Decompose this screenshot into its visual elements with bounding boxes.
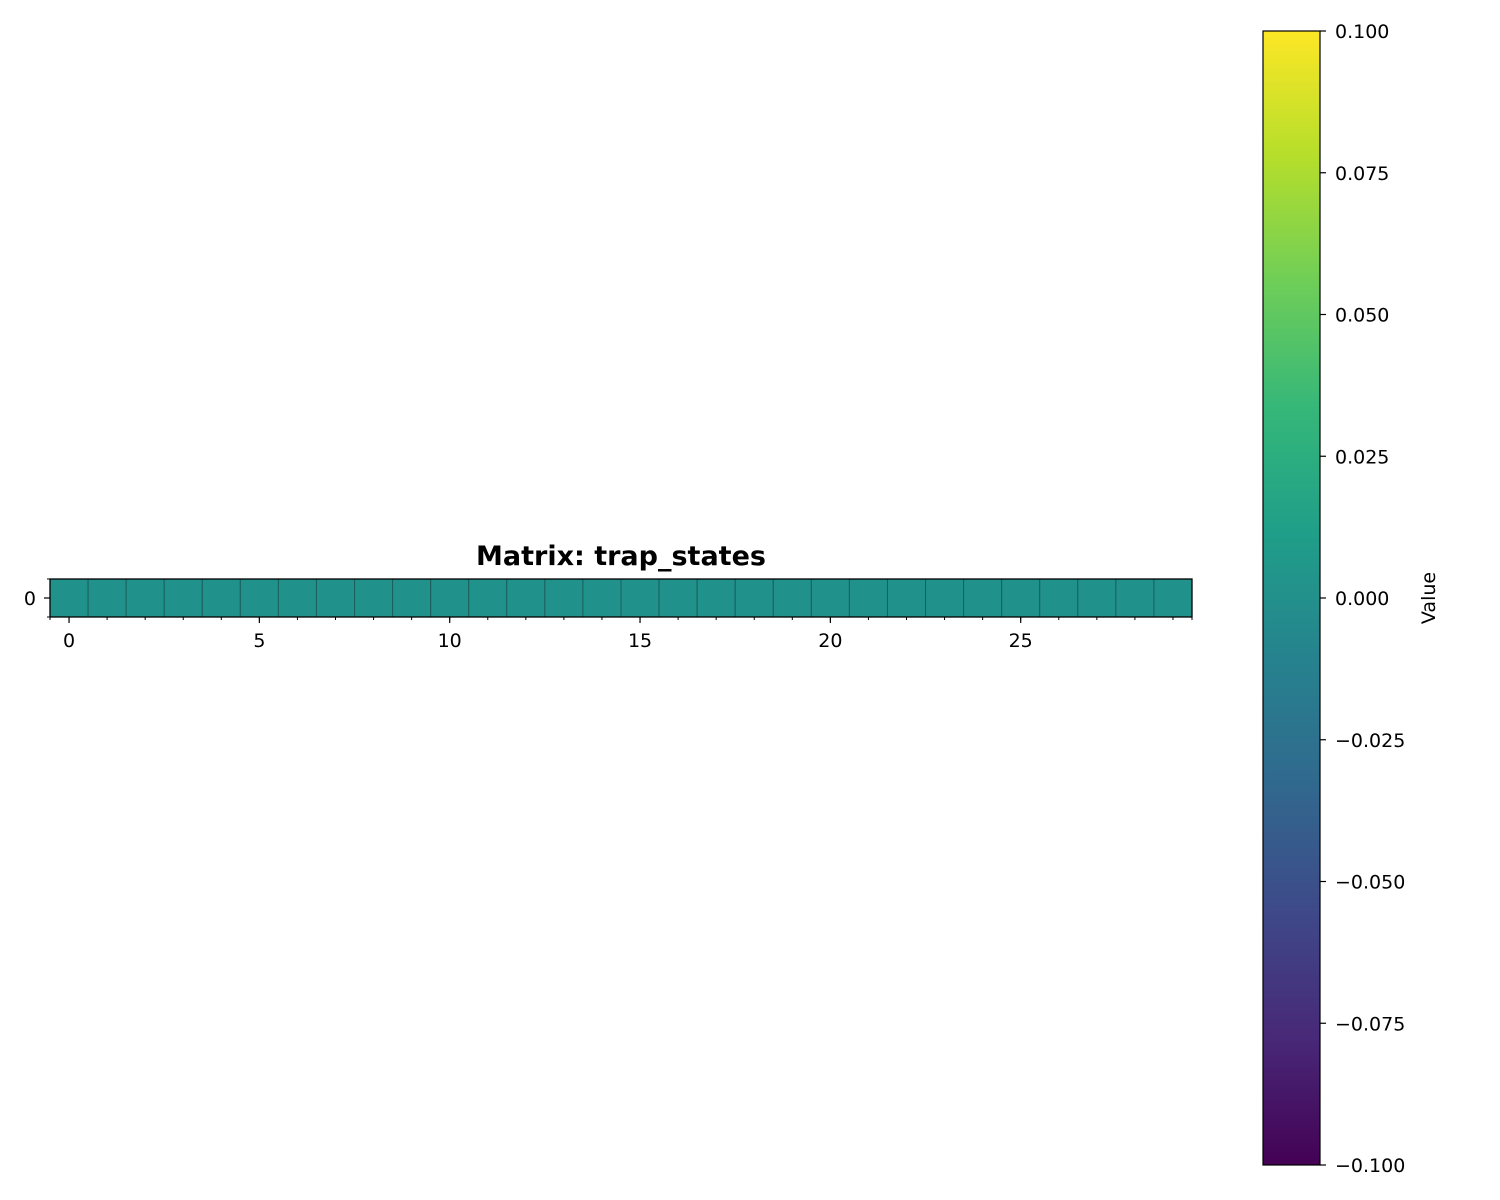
heatmap-cell <box>582 578 622 618</box>
heatmap-cell <box>1077 578 1117 618</box>
y-axis: 0 <box>24 578 50 618</box>
heatmap-cell <box>1115 578 1155 618</box>
heatmap-cell <box>49 578 89 618</box>
heatmap-cell <box>163 578 203 618</box>
x-tick-label: 10 <box>438 630 462 652</box>
heatmap-cell <box>772 578 812 618</box>
colorbar-tick-label: −0.100 <box>1335 1155 1405 1177</box>
heatmap-cell <box>848 578 888 618</box>
heatmap-cell <box>430 578 470 618</box>
heatmap-cell <box>201 578 241 618</box>
heatmap-cell <box>392 578 432 618</box>
heatmap-cell <box>1153 578 1193 618</box>
colorbar-tick-label: 0.000 <box>1335 588 1389 610</box>
heatmap-cell <box>1001 578 1041 618</box>
heatmap-cell <box>354 578 394 618</box>
heatmap-cell <box>506 578 546 618</box>
heatmap-cell <box>886 578 927 618</box>
x-tick-label: 5 <box>253 630 265 652</box>
colorbar-tick-label: 0.050 <box>1335 305 1389 327</box>
heatmap-cell <box>315 578 356 618</box>
heatmap-cell <box>239 578 279 618</box>
x-tick-label: 15 <box>628 630 652 652</box>
x-tick-label: 20 <box>818 630 842 652</box>
heatmap-cell <box>696 578 736 618</box>
heatmap-cell <box>544 578 584 618</box>
x-tick-label: 25 <box>1009 630 1033 652</box>
heatmap-cell <box>925 578 965 618</box>
colorbar-tick-label: 0.075 <box>1335 163 1389 185</box>
x-axis: 0 5 10 15 20 25 <box>49 617 1193 652</box>
heatmap-cells <box>49 578 1193 618</box>
heatmap-cell <box>963 578 1003 618</box>
colorbar <box>1262 30 1321 1166</box>
colorbar-tick-label: 0.025 <box>1335 446 1389 468</box>
colorbar-label: Value <box>1418 572 1440 624</box>
chart-title: Matrix: trap_states <box>476 541 766 572</box>
colorbar-axis: 0.100 0.075 0.050 0.025 0.000 −0.025 −0.050 −0.… <box>1320 21 1405 1177</box>
x-tick-label: 0 <box>63 630 75 652</box>
heatmap-cell <box>658 578 698 618</box>
heatmap-cell <box>620 578 660 618</box>
colorbar-tick-label: −0.075 <box>1335 1013 1405 1035</box>
colorbar-tick-label: 0.100 <box>1335 21 1389 43</box>
colorbar-tick-label: −0.050 <box>1335 872 1405 894</box>
heatmap-cell <box>1039 578 1079 618</box>
heatmap-cell <box>734 578 774 618</box>
heatmap-cell <box>277 578 317 618</box>
heatmap-cell <box>87 578 127 618</box>
y-tick-label: 0 <box>24 588 36 610</box>
heatmap-cell <box>810 578 850 618</box>
heatmap-cell <box>125 578 165 618</box>
heatmap-cell <box>468 578 508 618</box>
colorbar-tick-label: −0.025 <box>1335 730 1405 752</box>
